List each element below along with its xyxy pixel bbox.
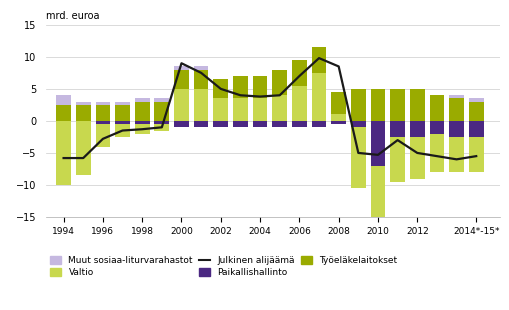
Bar: [448, 137, 463, 172]
Bar: [213, 79, 228, 99]
Bar: [429, 134, 443, 172]
Bar: [292, 86, 306, 121]
Bar: [193, 66, 208, 70]
Bar: [389, 89, 404, 121]
Bar: [350, 89, 365, 121]
Bar: [56, 95, 71, 105]
Bar: [233, 76, 247, 99]
Text: mrd. euroa: mrd. euroa: [46, 11, 99, 21]
Bar: [233, 121, 247, 127]
Bar: [252, 121, 267, 127]
Bar: [115, 121, 130, 124]
Bar: [429, 95, 443, 121]
Bar: [311, 47, 326, 73]
Bar: [193, 89, 208, 121]
Bar: [350, 127, 365, 188]
Bar: [409, 121, 424, 137]
Bar: [115, 124, 130, 137]
Bar: [468, 99, 483, 102]
Bar: [311, 121, 326, 127]
Bar: [311, 73, 326, 121]
Bar: [331, 121, 346, 124]
Bar: [115, 102, 130, 105]
Bar: [252, 76, 267, 99]
Bar: [174, 66, 188, 70]
Bar: [134, 99, 149, 102]
Bar: [448, 99, 463, 121]
Bar: [115, 105, 130, 121]
Bar: [233, 99, 247, 121]
Bar: [154, 124, 169, 131]
Bar: [134, 124, 149, 134]
Bar: [409, 137, 424, 179]
Bar: [56, 105, 71, 121]
Bar: [213, 99, 228, 121]
Bar: [448, 121, 463, 137]
Bar: [213, 121, 228, 127]
Bar: [252, 99, 267, 121]
Bar: [56, 121, 71, 185]
Bar: [76, 105, 91, 121]
Bar: [95, 102, 110, 105]
Bar: [193, 121, 208, 127]
Bar: [292, 60, 306, 86]
Bar: [174, 70, 188, 89]
Bar: [95, 121, 110, 124]
Bar: [272, 121, 287, 127]
Bar: [331, 92, 346, 114]
Bar: [154, 99, 169, 102]
Bar: [409, 89, 424, 121]
Bar: [370, 166, 385, 233]
Bar: [468, 102, 483, 121]
Bar: [448, 95, 463, 99]
Bar: [292, 121, 306, 127]
Bar: [174, 121, 188, 127]
Bar: [331, 114, 346, 121]
Bar: [468, 121, 483, 137]
Bar: [429, 121, 443, 134]
Bar: [154, 121, 169, 124]
Bar: [95, 105, 110, 121]
Bar: [174, 89, 188, 121]
Bar: [134, 102, 149, 121]
Bar: [76, 121, 91, 175]
Bar: [389, 137, 404, 182]
Bar: [350, 121, 365, 127]
Bar: [468, 137, 483, 172]
Bar: [389, 121, 404, 137]
Bar: [134, 121, 149, 124]
Bar: [370, 121, 385, 166]
Bar: [76, 102, 91, 105]
Legend: Muut sosiaa­liturvarahastot, Valtio, Julkinen alijäämä, Paikallishallinto, Työel: Muut sosiaa­liturvarahastot, Valtio, Jul…: [50, 256, 397, 277]
Bar: [370, 89, 385, 121]
Bar: [272, 95, 287, 121]
Bar: [272, 70, 287, 95]
Bar: [95, 124, 110, 147]
Bar: [193, 70, 208, 89]
Bar: [154, 102, 169, 121]
